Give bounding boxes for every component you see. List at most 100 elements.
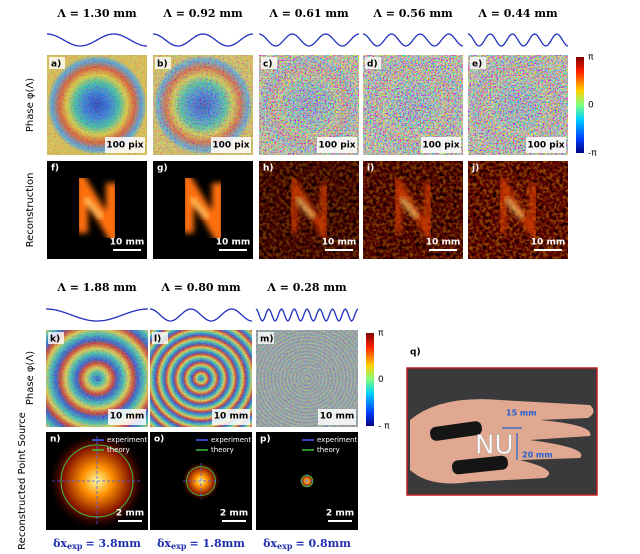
legend-label: theory <box>317 446 340 454</box>
annotation: 15 mm <box>506 409 537 418</box>
n-core <box>399 196 420 220</box>
wave <box>46 33 148 47</box>
n-shape <box>182 161 224 255</box>
scale-label: 100 pix <box>212 141 249 151</box>
wave <box>258 33 360 47</box>
resolution-symbol: δx <box>157 537 171 550</box>
n-shape <box>394 170 432 246</box>
row-label-text: Reconstructed Point Source <box>17 412 28 550</box>
panel-label: h) <box>263 164 274 174</box>
scale-label: 10 mm <box>110 412 144 422</box>
wave <box>362 33 464 47</box>
label-box <box>261 57 277 69</box>
label-box <box>48 332 64 344</box>
header: Λ = 0.28 mm <box>266 281 347 294</box>
panel-label: b) <box>157 60 168 70</box>
panel-label: m) <box>260 335 274 345</box>
panel-label: d) <box>367 60 378 70</box>
scale-box <box>318 409 356 425</box>
label-box <box>470 57 486 69</box>
scale-box <box>317 137 357 153</box>
row-label: Reconstruction <box>25 173 36 248</box>
scale-label: 10 mm <box>320 412 354 422</box>
scale-box <box>421 137 461 153</box>
header: Λ = 0.92 mm <box>162 7 243 20</box>
resolution-subscript: exp <box>171 541 187 551</box>
resolution-subscript: exp <box>277 541 293 551</box>
panel-label: g) <box>157 164 168 174</box>
wave <box>45 308 149 322</box>
resolution: δxexp = 3.8mm <box>53 537 141 551</box>
scale-label: 10 mm <box>214 412 248 422</box>
colorbar-label: -π <box>588 149 597 159</box>
colorbar-label: 0 <box>588 101 594 111</box>
wave <box>255 308 359 322</box>
scale-label: 2 mm <box>326 509 354 519</box>
colorbar <box>576 57 584 153</box>
resolution-subscript: exp <box>67 541 83 551</box>
panel-label: c) <box>263 60 272 70</box>
row-label: Phase φ(Λ) <box>25 78 36 132</box>
annotation: 20 mm <box>522 451 553 460</box>
scale-label: 10 mm <box>426 238 460 248</box>
n-shape <box>499 170 537 246</box>
legend-label: experiment <box>107 436 147 444</box>
panel-label: i) <box>367 164 374 174</box>
scale-box <box>526 137 566 153</box>
legend-label: theory <box>211 446 234 454</box>
scale-label: 10 mm <box>110 238 144 248</box>
resolution-symbol: δx <box>53 537 67 550</box>
colorbar-label: π <box>378 329 384 339</box>
scale-label: 2 mm <box>220 509 248 519</box>
resolution: δxexp = 0.8mm <box>263 537 351 551</box>
resolution-value: = 0.8mm <box>295 537 351 550</box>
scale-bar <box>118 520 142 522</box>
panel-label: e) <box>472 60 482 70</box>
n-core <box>83 196 104 220</box>
scale-bar <box>328 520 352 522</box>
header: Λ = 0.44 mm <box>477 7 558 20</box>
colorbar-label: - π <box>378 422 390 432</box>
header: Λ = 0.80 mm <box>160 281 241 294</box>
panel-label: k) <box>50 335 60 345</box>
scale-bar <box>222 520 246 522</box>
nu-letters: NU <box>475 431 513 461</box>
label-box <box>365 57 381 69</box>
n-shape <box>76 161 118 255</box>
scale-label: 10 mm <box>322 238 356 248</box>
colorbar <box>366 333 374 426</box>
header: Λ = 1.88 mm <box>56 281 137 294</box>
legend-label: experiment <box>211 436 251 444</box>
cylinder <box>430 421 482 441</box>
n-core <box>504 196 525 220</box>
scale-label: 100 pix <box>527 141 564 151</box>
panel-label: p) <box>260 435 271 445</box>
header: Λ = 1.30 mm <box>56 7 137 20</box>
colorbar-label: 0 <box>378 375 384 385</box>
n-core <box>189 196 210 220</box>
header: Λ = 0.56 mm <box>372 7 453 20</box>
scale-label: 100 pix <box>422 141 459 151</box>
wave <box>152 33 254 47</box>
scale-label: 100 pix <box>318 141 355 151</box>
resolution-value: = 1.8mm <box>189 537 245 550</box>
row-label: Phase φ(Λ) <box>25 351 36 405</box>
scale-label: 10 mm <box>531 238 565 248</box>
label-box <box>152 332 168 344</box>
panel-label: f) <box>51 164 59 174</box>
scale-box <box>108 409 146 425</box>
panel-label: o) <box>154 435 164 445</box>
scale-label: 10 mm <box>216 238 250 248</box>
legend-label: experiment <box>317 436 357 444</box>
scale-box <box>211 137 251 153</box>
colorbar-label: π <box>588 53 594 63</box>
label-box <box>49 57 65 69</box>
label-box <box>258 332 274 344</box>
legend-label: theory <box>107 446 130 454</box>
header: Λ = 0.61 mm <box>268 7 349 20</box>
panel-label: q) <box>410 348 421 358</box>
scale-box <box>105 137 145 153</box>
resolution: δxexp = 1.8mm <box>157 537 245 551</box>
n-core <box>295 196 316 220</box>
